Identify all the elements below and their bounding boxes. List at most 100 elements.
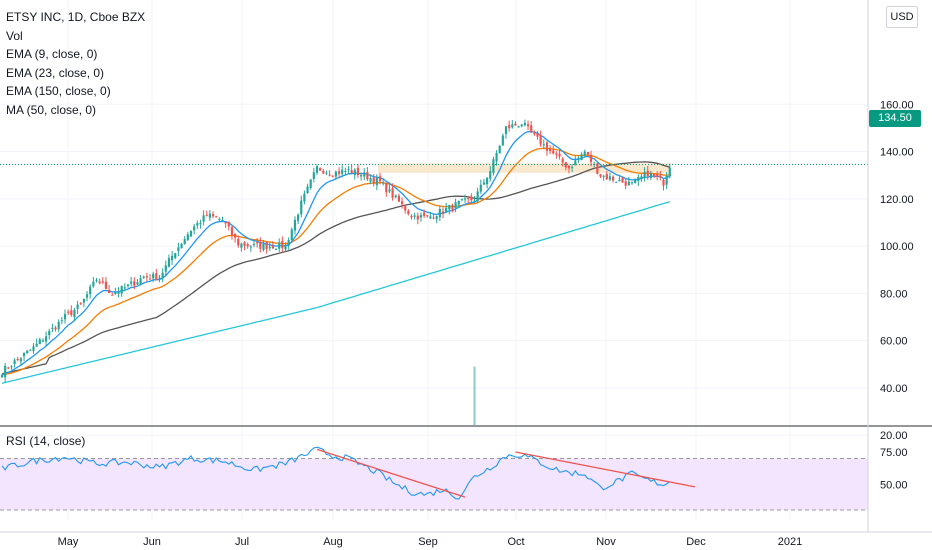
rsi-legend[interactable]: RSI (14, close) xyxy=(6,434,86,448)
candle-body xyxy=(495,153,498,162)
candle-body xyxy=(350,170,353,174)
candle-body xyxy=(413,215,416,217)
candle-body xyxy=(205,214,208,216)
candle-body xyxy=(19,358,22,362)
candle-body xyxy=(148,278,152,280)
candle-body xyxy=(369,178,372,182)
candle-body xyxy=(193,226,196,231)
candle-body xyxy=(665,175,668,185)
candle-body xyxy=(577,158,580,160)
candle-body xyxy=(605,174,608,180)
candle-body xyxy=(237,238,240,246)
candle-body xyxy=(114,292,117,294)
candle-body xyxy=(208,213,211,218)
candle-body xyxy=(70,310,73,315)
candle-body xyxy=(328,174,331,176)
candle-body xyxy=(101,281,104,283)
candle-body xyxy=(662,179,665,186)
candle-body xyxy=(281,240,284,249)
candle-body xyxy=(278,242,281,249)
time-tick-label: Jun xyxy=(143,536,161,548)
candle-body xyxy=(57,321,60,330)
candle-body xyxy=(240,243,243,248)
candle-body xyxy=(234,233,237,238)
candle-body xyxy=(448,205,451,210)
candle-body xyxy=(196,223,199,226)
candle-body xyxy=(574,160,577,166)
candle-body xyxy=(501,135,504,146)
candle-body xyxy=(615,181,618,183)
candle-body xyxy=(300,200,303,215)
candle-body xyxy=(22,353,26,357)
candle-body xyxy=(341,169,344,174)
ema23-line xyxy=(1,147,670,376)
candle-body xyxy=(479,184,482,192)
candle-body xyxy=(155,273,158,280)
candle-body xyxy=(621,177,624,183)
rsi-panel xyxy=(0,425,932,511)
candle-body xyxy=(356,167,360,176)
main-legend: ETSY INC, 1D, Cboe BZX Vol EMA (9, close… xyxy=(6,8,145,119)
candle-body xyxy=(246,244,249,247)
candle-body xyxy=(95,280,98,282)
price-tick-label: 160.00 xyxy=(880,99,914,111)
candle-body xyxy=(549,148,552,152)
candle-body xyxy=(51,327,54,329)
currency-button[interactable]: USD xyxy=(886,6,918,28)
resistance-zone xyxy=(378,163,670,173)
candle-body xyxy=(32,346,35,351)
legend-title[interactable]: ETSY INC, 1D, Cboe BZX xyxy=(6,10,146,24)
grid-lines xyxy=(0,0,868,520)
candle-body xyxy=(67,311,70,313)
candle-body xyxy=(38,339,41,345)
candle-body xyxy=(249,246,252,248)
candle-body xyxy=(293,219,297,231)
price-tick-label: 60.00 xyxy=(880,336,908,348)
candle-body xyxy=(366,171,369,180)
candle-body xyxy=(227,221,230,227)
candle-body xyxy=(202,215,205,222)
legend-ema9[interactable]: EMA (9, close, 0) xyxy=(6,47,98,61)
candle-body xyxy=(174,253,177,259)
candle-body xyxy=(486,178,489,185)
legend-ema150[interactable]: EMA (150, close, 0) xyxy=(6,84,111,98)
candle-body xyxy=(133,281,136,286)
candle-body xyxy=(259,242,262,249)
candle-body xyxy=(268,246,271,249)
candle-body xyxy=(397,195,400,202)
candle-body xyxy=(167,258,171,267)
candle-body xyxy=(186,234,189,240)
candle-body xyxy=(511,124,514,128)
volume-bar xyxy=(473,366,476,425)
candle-body xyxy=(10,366,13,368)
candle-body xyxy=(419,214,423,218)
last-price-tag: 134.50 xyxy=(869,110,921,127)
candle-body xyxy=(410,216,413,218)
legend-vol[interactable]: Vol xyxy=(6,28,23,43)
candle-body xyxy=(517,126,520,128)
candle-body xyxy=(586,152,589,155)
price-tick-label: 140.00 xyxy=(880,147,914,159)
candle-body xyxy=(108,289,111,294)
candle-body xyxy=(290,229,293,241)
candle-body xyxy=(504,126,508,134)
candle-body xyxy=(530,125,533,133)
candle-body xyxy=(580,154,583,160)
candle-body xyxy=(426,215,429,217)
candle-body xyxy=(416,215,419,220)
candle-body xyxy=(668,167,671,177)
candle-body xyxy=(344,171,347,173)
legend-ema23[interactable]: EMA (23, close, 0) xyxy=(6,65,105,80)
legend-ma50[interactable]: MA (50, close, 0) xyxy=(6,102,97,117)
candle-body xyxy=(423,212,426,216)
candle-body xyxy=(123,287,126,289)
candle-body xyxy=(48,330,51,336)
rsi-band xyxy=(0,458,868,511)
candle-body xyxy=(337,171,341,174)
candle-body xyxy=(454,202,457,209)
time-tick-label: Nov xyxy=(596,536,616,548)
candle-body xyxy=(309,179,312,188)
candle-body xyxy=(73,309,76,317)
